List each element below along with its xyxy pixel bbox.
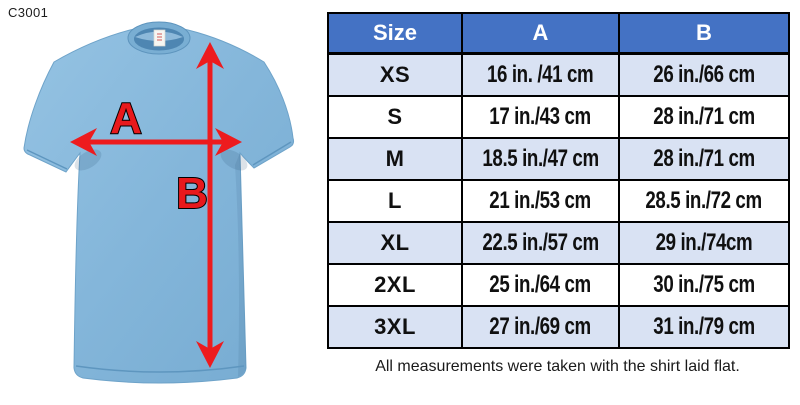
measurement-a-cell: 22.5 in./57 cm bbox=[461, 221, 620, 265]
measurement-a-cell: 27 in./69 cm bbox=[461, 305, 620, 349]
size-chart-table-container: Size A B XS 16 in. /41 cm 26 in./66 cm S… bbox=[327, 12, 790, 349]
tshirt-measurement-diagram: A B bbox=[0, 0, 325, 400]
measurement-a-value: 17 in./43 cm bbox=[489, 103, 592, 130]
measurement-b-value: 26 in./66 cm bbox=[653, 61, 755, 88]
tshirt-image: A B bbox=[23, 21, 295, 384]
measurement-a-cell: 25 in./64 cm bbox=[461, 263, 620, 307]
neck-tag bbox=[153, 29, 166, 47]
size-cell: 2XL bbox=[327, 263, 463, 307]
measurement-arrow-horizontal bbox=[70, 128, 242, 156]
measurement-a-cell: 17 in./43 cm bbox=[461, 95, 620, 139]
measurement-b-value: 31 in./79 cm bbox=[653, 313, 755, 340]
side-shadow-right bbox=[235, 153, 246, 377]
size-cell: XS bbox=[327, 52, 463, 97]
size-row-m: M 18.5 in./47 cm 28 in./71 cm bbox=[327, 137, 790, 181]
measurement-b-value: 29 in./74cm bbox=[655, 229, 753, 256]
measurement-b-cell: 28 in./71 cm bbox=[618, 95, 790, 139]
measurement-a-value: 25 in./64 cm bbox=[489, 271, 592, 298]
measurement-a-cell: 21 in./53 cm bbox=[461, 179, 620, 223]
size-cell: M bbox=[327, 137, 463, 181]
column-header-a: A bbox=[461, 12, 620, 55]
measurement-a-cell: 18.5 in./47 cm bbox=[461, 137, 620, 181]
measurement-a-cell: 16 in. /41 cm bbox=[461, 52, 620, 97]
tshirt-body bbox=[23, 26, 295, 384]
measurement-a-value: 18.5 in./47 cm bbox=[482, 145, 599, 172]
measurement-b-cell: 28.5 in./72 cm bbox=[618, 179, 790, 223]
size-row-2xl: 2XL 25 in./64 cm 30 in./75 cm bbox=[327, 263, 790, 307]
measurement-b-value: 30 in./75 cm bbox=[653, 271, 755, 298]
size-cell: 3XL bbox=[327, 305, 463, 349]
size-row-xs: XS 16 in. /41 cm 26 in./66 cm bbox=[327, 52, 790, 97]
measurement-b-cell: 30 in./75 cm bbox=[618, 263, 790, 307]
size-row-3xl: 3XL 27 in./69 cm 31 in./79 cm bbox=[327, 305, 790, 349]
size-cell: L bbox=[327, 179, 463, 223]
measurement-b-cell: 26 in./66 cm bbox=[618, 52, 790, 97]
size-row-l: L 21 in./53 cm 28.5 in./72 cm bbox=[327, 179, 790, 223]
label-b: B bbox=[176, 169, 208, 218]
neck-tag-print bbox=[157, 33, 162, 41]
measurement-b-cell: 29 in./74cm bbox=[618, 221, 790, 265]
measurement-b-value: 28 in./71 cm bbox=[653, 145, 755, 172]
measurement-a-value: 22.5 in./57 cm bbox=[482, 229, 599, 256]
label-a: A bbox=[110, 94, 142, 143]
sleeve-cuff-seam-left bbox=[26, 149, 68, 170]
measurement-b-cell: 31 in./79 cm bbox=[618, 305, 790, 349]
underarm-shadow-right bbox=[220, 149, 248, 171]
sleeve-cuff-seam-right bbox=[252, 141, 292, 166]
header-row: Size A B bbox=[327, 12, 790, 55]
size-row-xl: XL 22.5 in./57 cm 29 in./74cm bbox=[327, 221, 790, 265]
size-row-s: S 17 in./43 cm 28 in./71 cm bbox=[327, 95, 790, 139]
column-header-b: B bbox=[618, 12, 790, 55]
hem-seam bbox=[75, 365, 245, 373]
measurement-footnote: All measurements were taken with the shi… bbox=[375, 358, 740, 375]
size-chart-table: Size A B XS 16 in. /41 cm 26 in./66 cm S… bbox=[327, 12, 790, 349]
measurement-b-value: 28 in./71 cm bbox=[653, 103, 755, 130]
size-cell: S bbox=[327, 95, 463, 139]
measurement-arrow-vertical bbox=[196, 42, 224, 368]
column-header-size: Size bbox=[327, 12, 463, 55]
measurement-a-value: 16 in. /41 cm bbox=[487, 61, 594, 88]
size-cell: XL bbox=[327, 221, 463, 265]
measurement-b-value: 28.5 in./72 cm bbox=[645, 187, 763, 214]
measurement-a-value: 27 in./69 cm bbox=[489, 313, 592, 340]
measurement-b-cell: 28 in./71 cm bbox=[618, 137, 790, 181]
measurement-a-value: 21 in./53 cm bbox=[489, 187, 592, 214]
product-code: C3001 bbox=[8, 5, 49, 20]
